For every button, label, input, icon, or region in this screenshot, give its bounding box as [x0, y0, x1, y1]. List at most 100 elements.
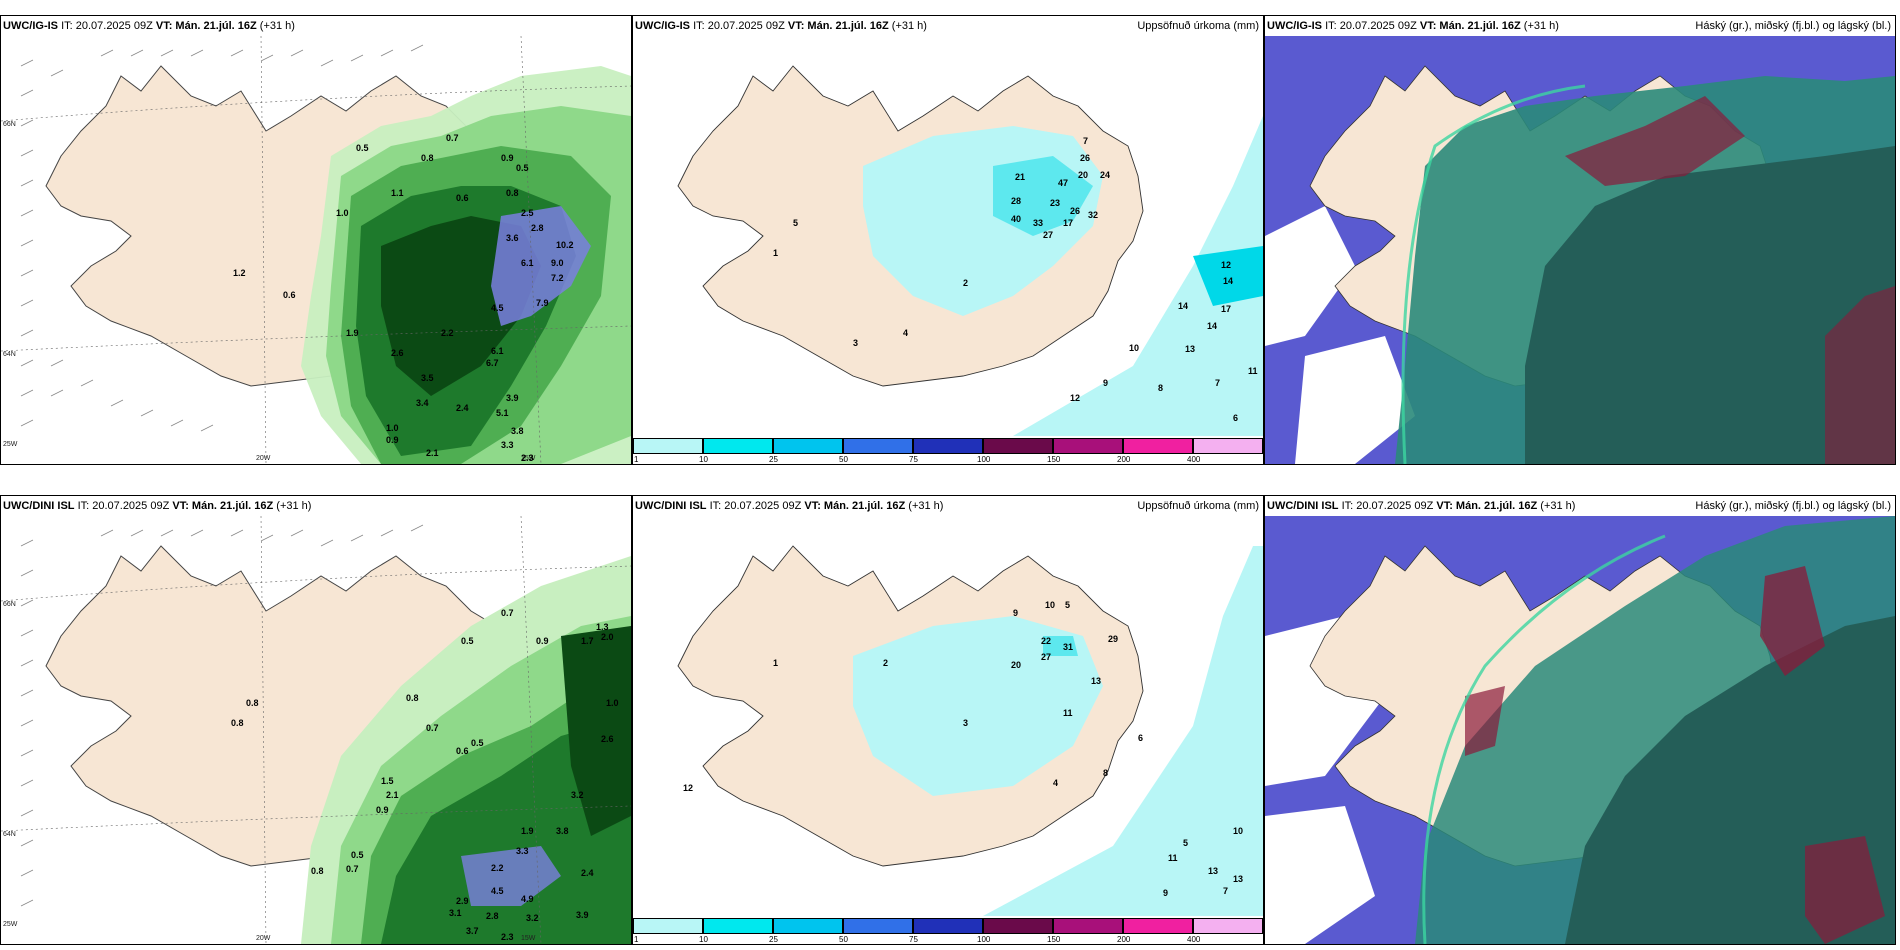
init-time: IT: 20.07.2025 09Z	[61, 20, 153, 32]
map-clouds	[1265, 516, 1895, 944]
value-label: 9	[1013, 608, 1018, 618]
value-label: 9.0	[551, 258, 564, 268]
value-label: 3.3	[501, 440, 514, 450]
value-label: 0.8	[506, 188, 519, 198]
accum-values: 7 26 21 47 24 20 28 23 26 32 40 33 17 27…	[773, 136, 1258, 423]
value-label: 28	[1011, 196, 1021, 206]
value-label: 26	[1070, 206, 1080, 216]
value-label: 0.9	[501, 153, 514, 163]
init-time: IT: 20.07.2025 09Z	[693, 20, 785, 32]
colorbar-tick: 200	[1117, 455, 1131, 464]
colorbar-tick: 150	[1047, 935, 1061, 944]
value-label: 31	[1063, 642, 1073, 652]
colorbar-swatch	[1123, 438, 1193, 454]
map-precip-wind: 66N 64N 25W 20W 15W 0.5 0.7 0.8 0.9 0.5 …	[1, 36, 631, 464]
value-label: 2.4	[581, 868, 594, 878]
value-label: 10	[1045, 600, 1055, 610]
value-label: 5	[1065, 600, 1070, 610]
panel-top-right: UWC/IG-IS IT: 20.07.2025 09Z VT: Mán. 21…	[1264, 15, 1896, 465]
value-label: 3	[853, 338, 858, 348]
value-label: 3.1	[449, 908, 462, 918]
colorbar-tick: 200	[1117, 935, 1131, 944]
value-label: 27	[1043, 230, 1053, 240]
colorbar-swatch	[913, 918, 983, 934]
colorbar-tick: 400	[1187, 455, 1201, 464]
lon-label-15w: 15W	[521, 455, 536, 462]
value-label: 3.5	[421, 373, 434, 383]
value-label: 2.9	[456, 896, 469, 906]
value-label: 0.7	[501, 608, 514, 618]
value-label: 11	[1168, 853, 1178, 863]
value-label: 12	[683, 783, 693, 793]
panel-header: UWC/IG-IS IT: 20.07.2025 09Z VT: Mán. 21…	[1265, 16, 1895, 36]
value-label: 2.5	[521, 208, 534, 218]
colorbar-swatch	[773, 438, 843, 454]
value-label: 10.2	[556, 240, 574, 250]
lon-label-20w: 20W	[256, 455, 271, 462]
lead-time: (+31 h)	[891, 20, 927, 32]
value-label: 1	[773, 658, 778, 668]
init-time: IT: 20.07.2025 09Z	[1325, 20, 1417, 32]
value-label: 10	[1129, 343, 1139, 353]
valid-time-label: VT:	[787, 20, 805, 32]
value-label: 2.8	[486, 911, 499, 921]
colorbar-swatch	[913, 438, 983, 454]
colorbar-swatch	[843, 918, 913, 934]
value-label: 9	[1103, 378, 1108, 388]
precip-values: 0.7 0.5 0.9 1.7 2.0 1.3 0.8 0.8 0.8 0.6 …	[231, 608, 619, 942]
lat-label-64n: 64N	[3, 831, 16, 838]
colorbar-swatch	[773, 918, 843, 934]
precip-shading	[301, 66, 631, 464]
colorbar-swatch	[633, 918, 703, 934]
map-precip-wind: 66N 64N 25W 20W 15W 0.7 0.5 0.9 1.7 2.0 …	[1, 516, 631, 944]
value-label: 6.1	[521, 258, 534, 268]
panel-bottom-right: UWC/DINI ISL IT: 20.07.2025 09Z VT: Mán.…	[1264, 495, 1896, 945]
value-label: 14	[1178, 301, 1188, 311]
value-label: 0.5	[351, 850, 364, 860]
value-label: 2.2	[491, 863, 504, 873]
value-label: 10	[1233, 826, 1243, 836]
value-label: 6	[1138, 733, 1143, 743]
panel-top-middle: UWC/IG-IS IT: 20.07.2025 09Z VT: Mán. 21…	[632, 15, 1264, 465]
colorbar-swatch	[703, 438, 773, 454]
value-label: 40	[1011, 214, 1021, 224]
model-name: UWC/DINI ISL	[635, 500, 707, 512]
value-label: 20	[1011, 660, 1021, 670]
colorbar-swatch	[1053, 918, 1123, 934]
value-label: 0.5	[471, 738, 484, 748]
valid-time-label: VT:	[1436, 500, 1453, 512]
colorbar-tick: 1	[634, 935, 639, 944]
value-label: 7	[1215, 378, 1220, 388]
value-label: 2.0	[601, 632, 614, 642]
colorbar-swatch	[703, 918, 773, 934]
valid-time: Mán. 21.júl. 16Z	[823, 500, 906, 512]
value-label: 0.6	[456, 746, 469, 756]
colorbar-swatch	[1193, 438, 1263, 454]
value-label: 3.3	[516, 846, 529, 856]
value-label: 9	[1163, 888, 1168, 898]
value-label: 0.6	[283, 290, 296, 300]
value-label: 0.6	[456, 193, 469, 203]
lon-label-20w: 20W	[256, 935, 271, 942]
field-title: Uppsöfnuð úrkoma (mm)	[1137, 500, 1259, 512]
value-label: 29	[1108, 634, 1118, 644]
value-label: 14	[1207, 321, 1217, 331]
precip-shading	[301, 556, 631, 944]
accum-values: 10 5 9 22 31 29 27 20 13 11 8 6 5 4 3 2 …	[683, 600, 1243, 898]
lead-time: (+31 h)	[1540, 500, 1576, 512]
colorbar-tick: 100	[977, 455, 991, 464]
valid-time: Mán. 21.júl. 16Z	[1455, 500, 1538, 512]
value-label: 7	[1223, 886, 1228, 896]
accum-shading	[863, 126, 1263, 316]
value-label: 2	[963, 278, 968, 288]
value-label: 7.2	[551, 273, 564, 283]
value-label: 2.3	[501, 932, 514, 942]
value-label: 1.7	[581, 636, 594, 646]
init-time: IT: 20.07.2025 09Z	[1341, 500, 1434, 512]
value-label: 1.3	[596, 622, 609, 632]
value-label: 2.8	[531, 223, 544, 233]
value-label: 2.1	[386, 790, 399, 800]
valid-time-label: VT:	[1419, 20, 1437, 32]
colorbar-swatch	[1053, 438, 1123, 454]
value-label: 1	[773, 248, 778, 258]
